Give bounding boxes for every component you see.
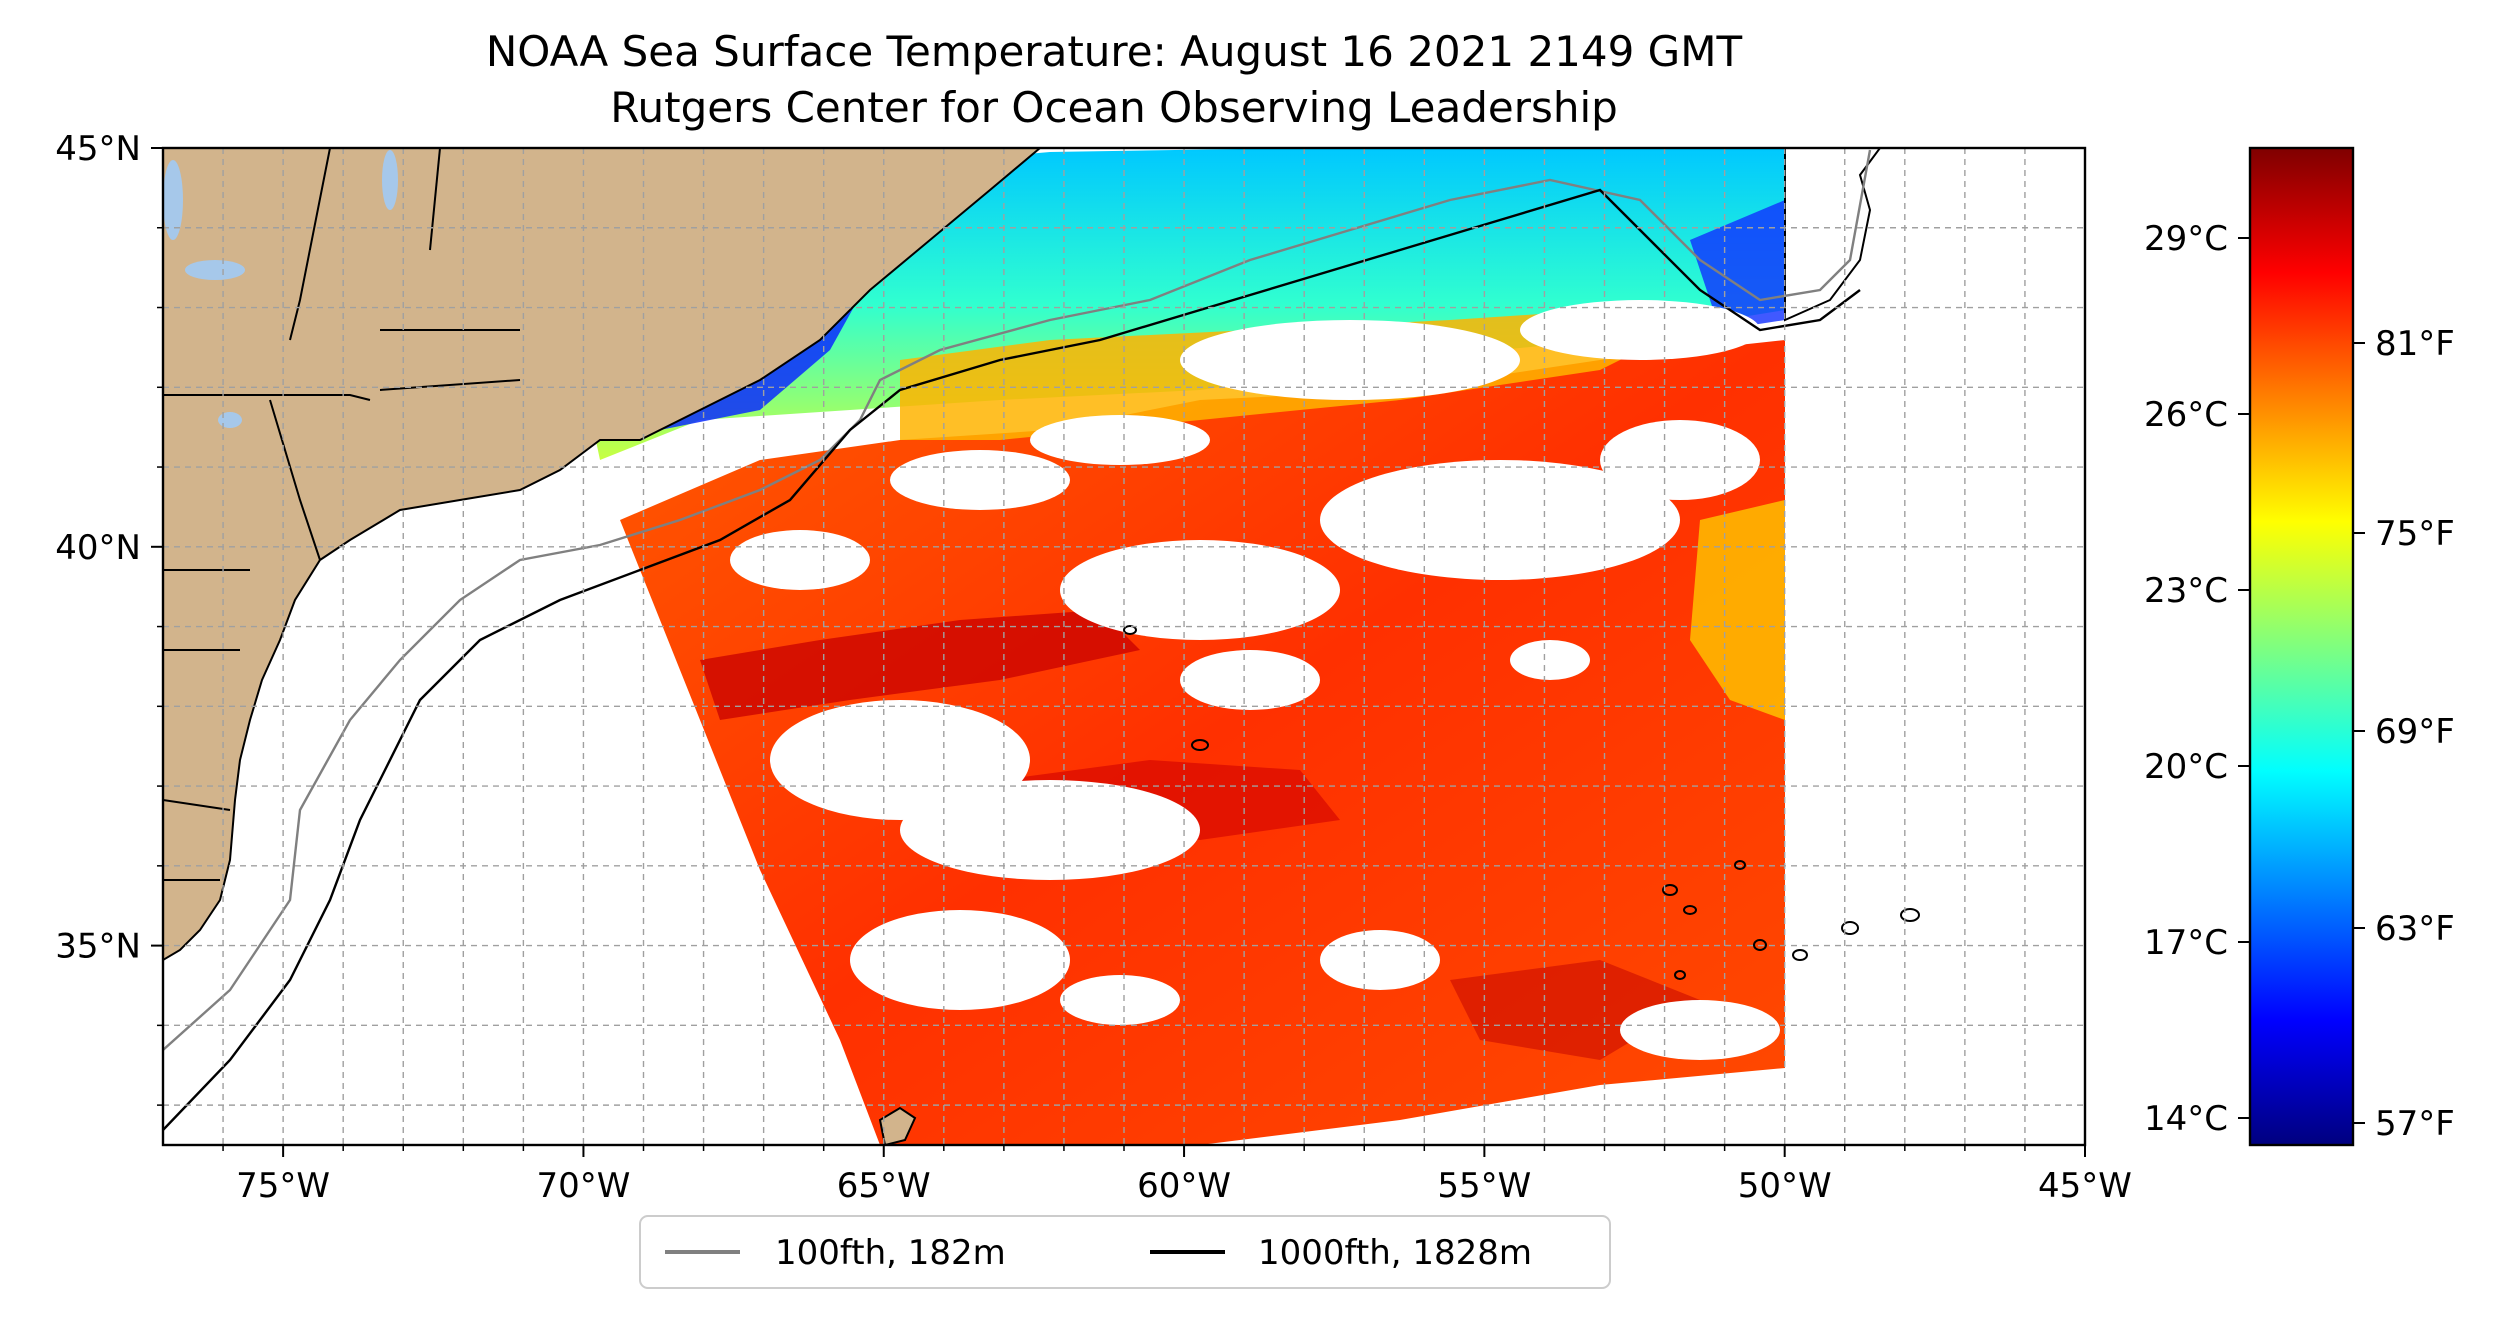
lon-tick-label: 60°W	[1137, 1166, 1231, 1206]
map-title: NOAA Sea Surface Temperature: August 16 …	[486, 27, 1743, 76]
fahrenheit-tick-label: 81°F	[2375, 324, 2455, 364]
lon-tick-label: 65°W	[837, 1166, 931, 1206]
celsius-tick-label: 14°C	[2144, 1099, 2228, 1139]
colorbar-fahrenheit-ticks: 81°F 75°F 69°F 63°F 57°F	[2353, 324, 2455, 1144]
contour-100fth	[163, 149, 1872, 1051]
land-north-america	[163, 148, 1042, 962]
colorbar-gradient	[2248, 146, 2355, 1147]
map-axes	[163, 148, 2085, 1145]
lat-tick-label: 40°N	[55, 528, 141, 568]
fahrenheit-tick-label: 63°F	[2375, 909, 2455, 949]
colorbar: 29°C 26°C 23°C 20°C 17°C 14°C 81°F 75°F 69°F 63°…	[2144, 146, 2455, 1147]
map-subtitle: Rutgers Center for Ocean Observing Leade…	[610, 83, 1618, 132]
fahrenheit-tick-label: 75°F	[2375, 514, 2455, 554]
lon-tick-label: 75°W	[236, 1166, 330, 1206]
lon-tick-label: 45°W	[2038, 1166, 2132, 1206]
gridlines	[163, 148, 2085, 1145]
legend-label-1000fth: 1000fth, 1828m	[1258, 1233, 1532, 1273]
celsius-tick-label: 26°C	[2144, 395, 2228, 435]
legend-label-100fth: 100fth, 182m	[775, 1233, 1006, 1273]
lat-tick-label: 35°N	[55, 927, 141, 967]
lon-tick-label: 70°W	[536, 1166, 630, 1206]
celsius-tick-label: 29°C	[2144, 219, 2228, 259]
lakes	[163, 150, 398, 428]
lon-tick-label: 50°W	[1738, 1166, 1832, 1206]
colorbar-celsius-ticks: 29°C 26°C 23°C 20°C 17°C 14°C	[2144, 219, 2250, 1139]
celsius-tick-label: 23°C	[2144, 571, 2228, 611]
land-newfoundland	[1784, 148, 1882, 322]
legend-box	[639, 1215, 1611, 1289]
fahrenheit-tick-label: 69°F	[2375, 712, 2455, 752]
latitude-ticks: 45°N 40°N 35°N	[55, 129, 163, 1106]
contour-1000fth	[163, 188, 1861, 1131]
fahrenheit-tick-label: 57°F	[2375, 1104, 2455, 1144]
celsius-tick-label: 17°C	[2144, 923, 2228, 963]
lon-tick-label: 55°W	[1437, 1166, 1531, 1206]
celsius-tick-label: 20°C	[2144, 747, 2228, 787]
seamount-contours	[1123, 625, 1920, 980]
map-legend: 100fth, 182m 1000fth, 1828m	[639, 1215, 1611, 1289]
lat-tick-label: 45°N	[55, 129, 141, 169]
longitude-ticks: 75°W 70°W 65°W 60°W 55°W 50°W 45°W	[222, 1145, 2132, 1206]
cloud-mask	[730, 300, 1780, 1060]
